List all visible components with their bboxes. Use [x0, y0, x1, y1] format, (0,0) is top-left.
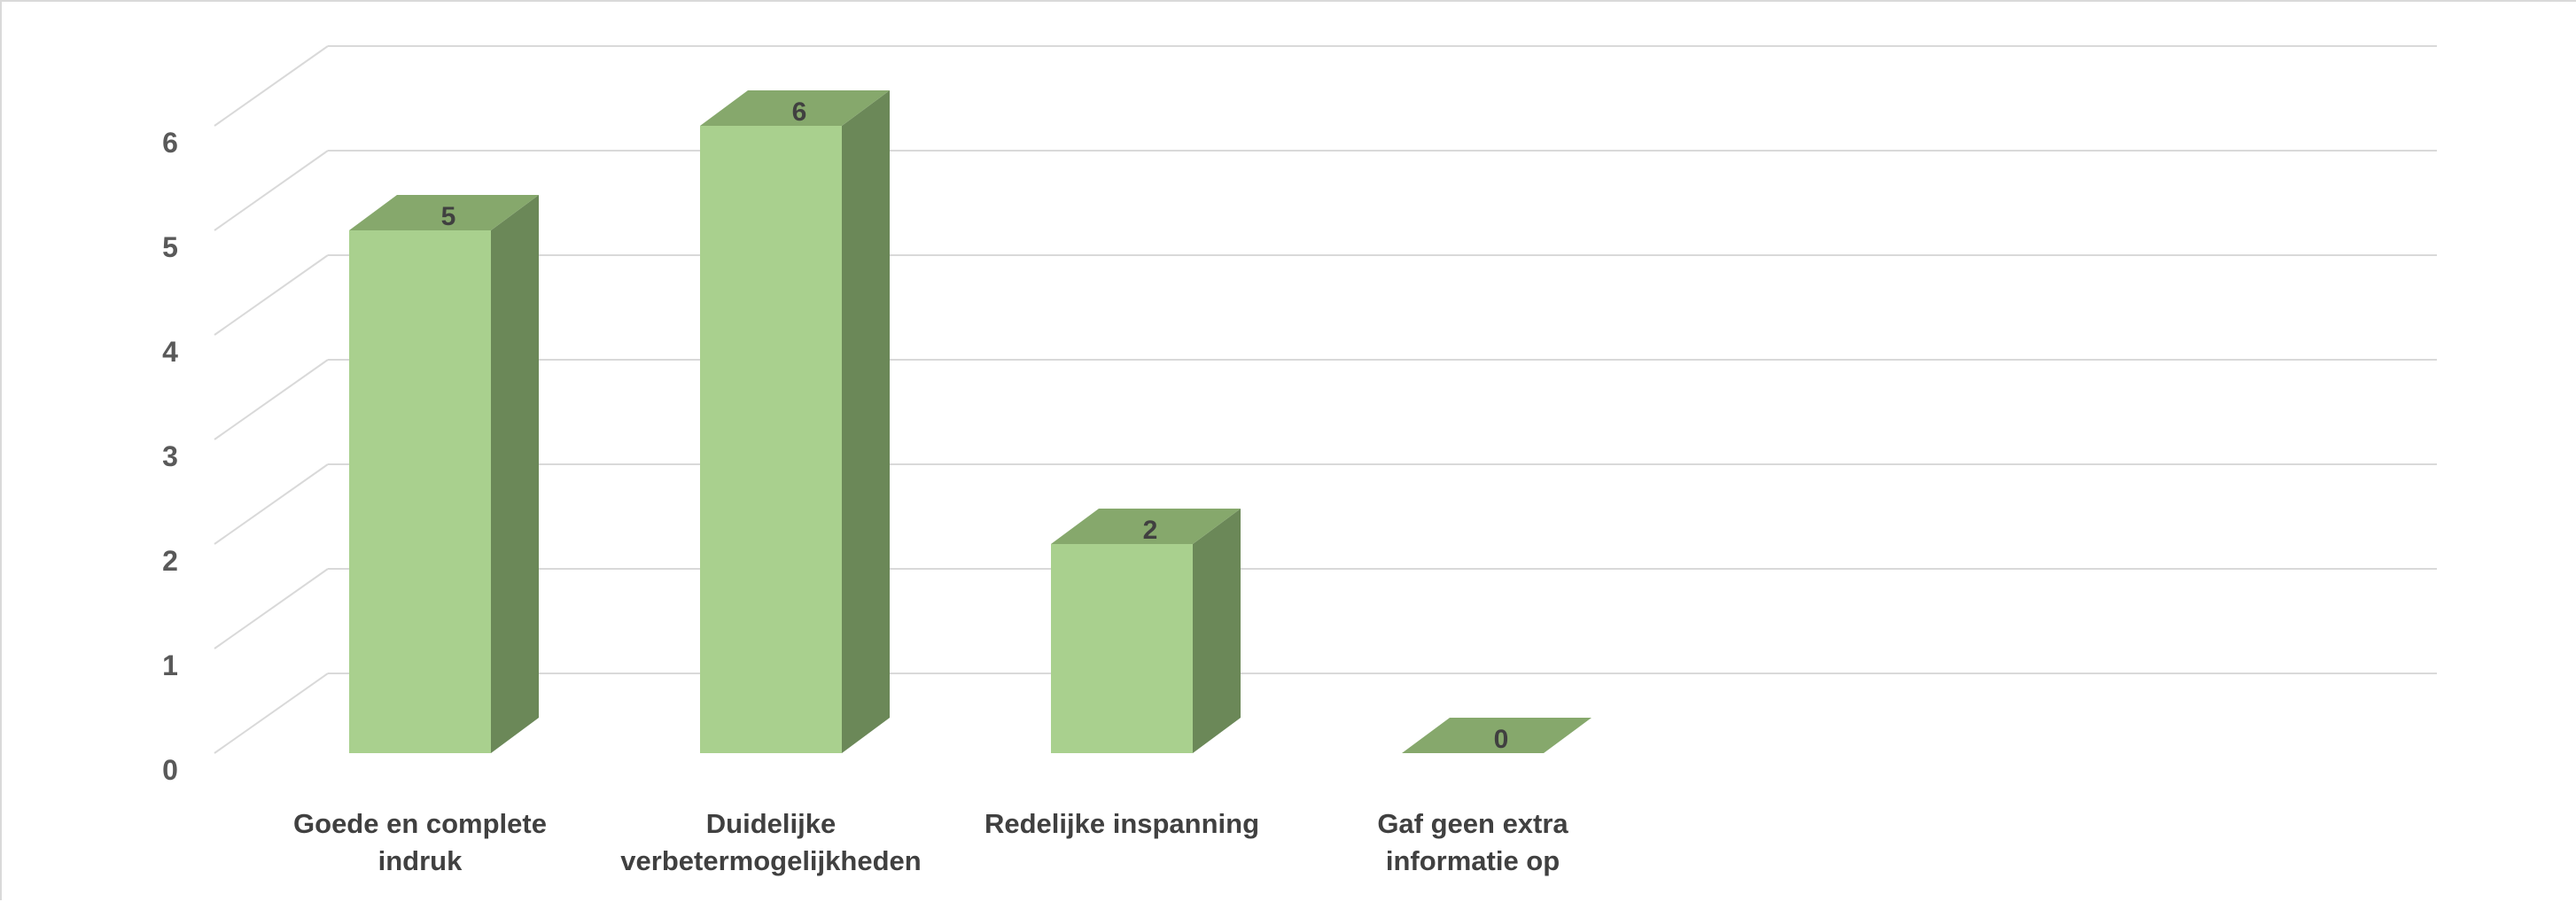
bar	[1402, 718, 1592, 753]
bar	[1051, 509, 1241, 753]
bar	[349, 195, 539, 753]
gridline-diagonal	[214, 150, 329, 231]
bar	[700, 90, 890, 753]
gridline-diagonal	[214, 254, 329, 336]
y-tick-label: 6	[162, 127, 178, 159]
bar-side	[491, 195, 539, 753]
bar-top	[700, 90, 890, 126]
data-label: 6	[792, 97, 807, 127]
category-label: Duidelijke verbetermogelijkheden	[620, 808, 921, 876]
data-label: 5	[441, 202, 456, 231]
gridline-diagonal	[214, 463, 329, 545]
bars	[349, 90, 1592, 753]
category-label: Redelijke inspanning	[984, 808, 1259, 839]
y-tick-label: 2	[162, 545, 178, 577]
x-axis-categories: Goede en complete indruk Duidelijke verbete…	[293, 808, 1568, 876]
bar-top	[349, 195, 539, 230]
bar-side	[1193, 509, 1241, 753]
gridline-diagonal	[214, 568, 329, 649]
gridline-diagonal	[214, 45, 329, 127]
bar-side	[842, 90, 890, 753]
gridline-diagonal	[214, 673, 329, 754]
y-tick-label: 1	[162, 649, 178, 681]
category-label: Goede en complete indruk	[293, 808, 547, 876]
gridline-diagonal	[214, 359, 329, 440]
data-labels: 5 6 2 0	[441, 97, 1509, 754]
y-tick-label: 3	[162, 440, 178, 472]
y-tick-label: 0	[162, 754, 178, 786]
gridlines	[214, 45, 2437, 754]
bar-top	[1402, 718, 1592, 753]
bar-front	[1051, 544, 1193, 753]
category-label: Gaf geen extra informatie op	[1377, 808, 1568, 876]
bar-front	[349, 230, 491, 753]
data-label: 0	[1494, 725, 1509, 754]
bar-top	[1051, 509, 1241, 544]
y-tick-label: 5	[162, 231, 178, 263]
data-label: 2	[1143, 516, 1158, 545]
bar-front	[700, 126, 842, 753]
y-tick-label: 4	[162, 336, 178, 368]
y-axis-ticks: 0 1 2 3 4 5 6	[162, 127, 178, 786]
